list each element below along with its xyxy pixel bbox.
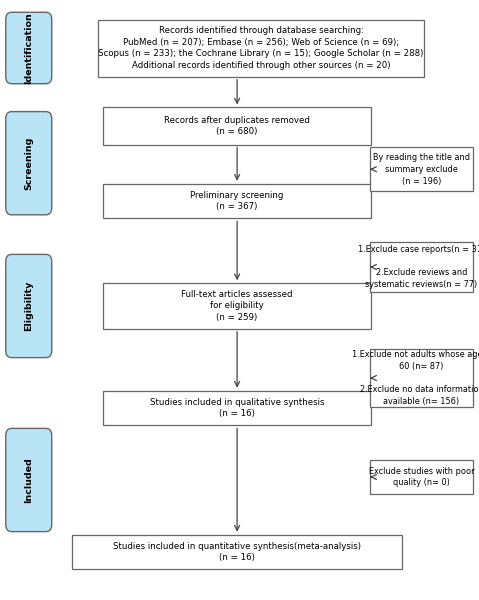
FancyBboxPatch shape xyxy=(6,112,52,215)
Text: Studies included in quantitative synthesis(meta-analysis)
(n = 16): Studies included in quantitative synthes… xyxy=(113,542,361,562)
Text: Preliminary screening
(n = 367): Preliminary screening (n = 367) xyxy=(191,191,284,211)
Text: 1.Exclude case reports(n = 31)

2.Exclude reviews and
systematic reviews(n = 77): 1.Exclude case reports(n = 31) 2.Exclude… xyxy=(358,245,479,289)
FancyBboxPatch shape xyxy=(6,428,52,532)
Text: Studies included in qualitative synthesis
(n = 16): Studies included in qualitative synthesi… xyxy=(150,398,324,418)
FancyBboxPatch shape xyxy=(98,19,424,76)
Text: Exclude studies with poor
quality (n= 0): Exclude studies with poor quality (n= 0) xyxy=(369,467,474,487)
Text: By reading the title and
summary exclude
(n = 196): By reading the title and summary exclude… xyxy=(373,153,470,185)
FancyBboxPatch shape xyxy=(72,535,402,569)
Text: Included: Included xyxy=(24,457,33,503)
Text: Full-text articles assessed
for eligibility
(n = 259): Full-text articles assessed for eligibil… xyxy=(182,290,293,322)
FancyBboxPatch shape xyxy=(6,254,52,358)
FancyBboxPatch shape xyxy=(103,283,371,329)
Text: Screening: Screening xyxy=(24,137,33,190)
FancyBboxPatch shape xyxy=(370,349,473,407)
Text: Identification: Identification xyxy=(24,12,33,84)
FancyBboxPatch shape xyxy=(103,107,371,145)
FancyBboxPatch shape xyxy=(6,12,52,83)
Text: Records identified through database searching:
PubMed (n = 207); Embase (n = 256: Records identified through database sear… xyxy=(98,26,424,70)
FancyBboxPatch shape xyxy=(103,391,371,425)
Text: Records after duplicates removed
(n = 680): Records after duplicates removed (n = 68… xyxy=(164,116,310,136)
FancyBboxPatch shape xyxy=(370,147,473,191)
Text: 1.Exclude not adults whose age ≥
60 (n= 87)

2.Exclude no data information
avail: 1.Exclude not adults whose age ≥ 60 (n= … xyxy=(352,350,479,406)
Text: Eligibility: Eligibility xyxy=(24,281,33,331)
FancyBboxPatch shape xyxy=(370,460,473,494)
FancyBboxPatch shape xyxy=(370,241,473,292)
FancyBboxPatch shape xyxy=(103,184,371,218)
